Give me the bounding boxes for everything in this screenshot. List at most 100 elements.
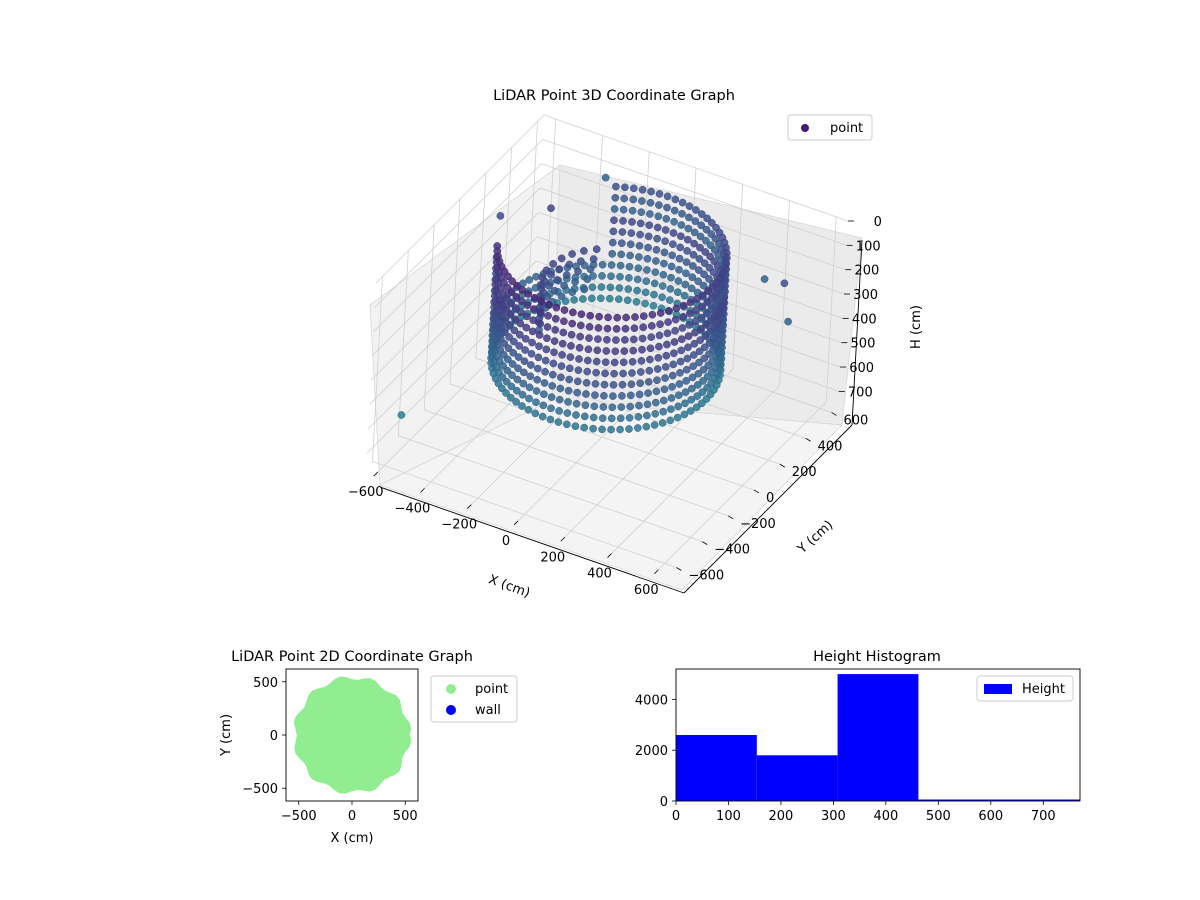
- point-3d: [651, 398, 660, 407]
- point-3d: [680, 291, 689, 300]
- point-3d: [597, 283, 606, 291]
- z-tick-label-3d: 500: [851, 337, 876, 352]
- ticks-histogram: 0 100 200 300 400 500 600 700 0 2000 4000: [635, 693, 1056, 824]
- point-3d: [665, 296, 674, 304]
- point-3d: [612, 336, 620, 344]
- point-3d: [635, 253, 643, 261]
- point-3d: [577, 310, 586, 319]
- point-3d: [507, 288, 516, 297]
- point-3d: [655, 190, 664, 198]
- point-3d: [610, 369, 618, 378]
- point-3d: [661, 363, 670, 371]
- grid-y-left: [372, 276, 383, 462]
- point-3d: [644, 243, 652, 252]
- y-tick-label-3d: 0: [766, 491, 774, 506]
- point-3d: [653, 376, 661, 385]
- point-3d: [610, 216, 618, 225]
- point-3d: [651, 268, 660, 277]
- point-3d: [671, 195, 680, 204]
- point-3d: [619, 217, 627, 225]
- point-3d: [580, 412, 589, 421]
- y-tick-label-3d: −200: [740, 517, 776, 532]
- point-3d: [609, 227, 618, 236]
- point-3d: [506, 393, 515, 402]
- point-3d: [536, 308, 545, 317]
- point-3d: [565, 260, 574, 269]
- point-3d: [628, 206, 637, 215]
- point-3d: [574, 267, 582, 276]
- point-3d: [658, 293, 666, 302]
- x-axis-label-3d: X (cm): [486, 572, 532, 601]
- legend-2d-label-point: point: [475, 682, 508, 697]
- point-3d: [604, 313, 612, 322]
- point-3d: [595, 312, 603, 321]
- point-3d: [704, 287, 712, 296]
- point-3d: [660, 259, 668, 268]
- point-3d: [658, 282, 667, 290]
- point-3d: [540, 390, 548, 399]
- point-3d: [516, 319, 525, 328]
- point-3d: [609, 381, 618, 389]
- point-3d: [550, 286, 559, 295]
- point-3d: [697, 399, 706, 408]
- point-3d: [607, 261, 616, 269]
- point-3d: [675, 254, 684, 263]
- point-3d: [513, 281, 521, 290]
- point-3d: [638, 197, 646, 205]
- pane-floor: [378, 399, 843, 591]
- point-3d: [612, 182, 620, 191]
- x-tick-3d: [466, 504, 472, 509]
- point-3d: [678, 209, 686, 218]
- point-3d: [639, 312, 648, 320]
- grid-x-back: [825, 216, 837, 402]
- point-3d: [514, 364, 522, 373]
- point-3d: [555, 407, 563, 415]
- point-3d: [656, 309, 665, 317]
- point-3d: [677, 221, 686, 229]
- point-3d: [653, 234, 661, 243]
- point-3d: [676, 243, 685, 252]
- point-3d: [582, 390, 590, 398]
- point-3d: [496, 212, 505, 220]
- point-3d: [637, 208, 646, 217]
- point-3d: [606, 283, 615, 292]
- point-3d: [520, 357, 529, 366]
- point-3d: [670, 338, 679, 346]
- grid-y-left: [423, 224, 435, 410]
- point-3d: [667, 394, 676, 402]
- point-3d: [679, 301, 688, 310]
- point-3d: [645, 221, 654, 230]
- point-3d: [512, 398, 520, 406]
- z-tick-label-3d: 200: [854, 264, 879, 279]
- point-3d: [531, 409, 540, 418]
- point-3d: [696, 325, 705, 333]
- point-3d: [679, 312, 687, 321]
- point-3d: [636, 368, 645, 376]
- point-3d: [625, 413, 634, 422]
- point-3d: [547, 404, 555, 413]
- point-3d: [663, 203, 671, 212]
- point-3d: [643, 254, 652, 263]
- point-3d: [567, 330, 576, 339]
- point-3d: [541, 356, 550, 365]
- point-3d: [625, 274, 633, 282]
- y-tick-label-3d: 400: [818, 439, 843, 454]
- point-3d: [647, 333, 656, 341]
- point-3d: [647, 187, 655, 196]
- point-3d: [558, 351, 566, 359]
- point-3d: [619, 369, 627, 378]
- point-3d: [659, 407, 668, 416]
- point-3d: [548, 370, 557, 379]
- point-3d: [530, 305, 538, 313]
- point-3d: [585, 334, 593, 342]
- point-3d: [695, 358, 703, 367]
- point-3d: [552, 303, 561, 312]
- legend-2d-marker-point: [446, 684, 456, 694]
- point-3d: [586, 311, 595, 320]
- point-3d: [526, 372, 535, 381]
- point-3d: [646, 210, 654, 218]
- point-3d: [784, 317, 792, 326]
- point-3d: [546, 415, 555, 424]
- point-3d: [617, 403, 626, 411]
